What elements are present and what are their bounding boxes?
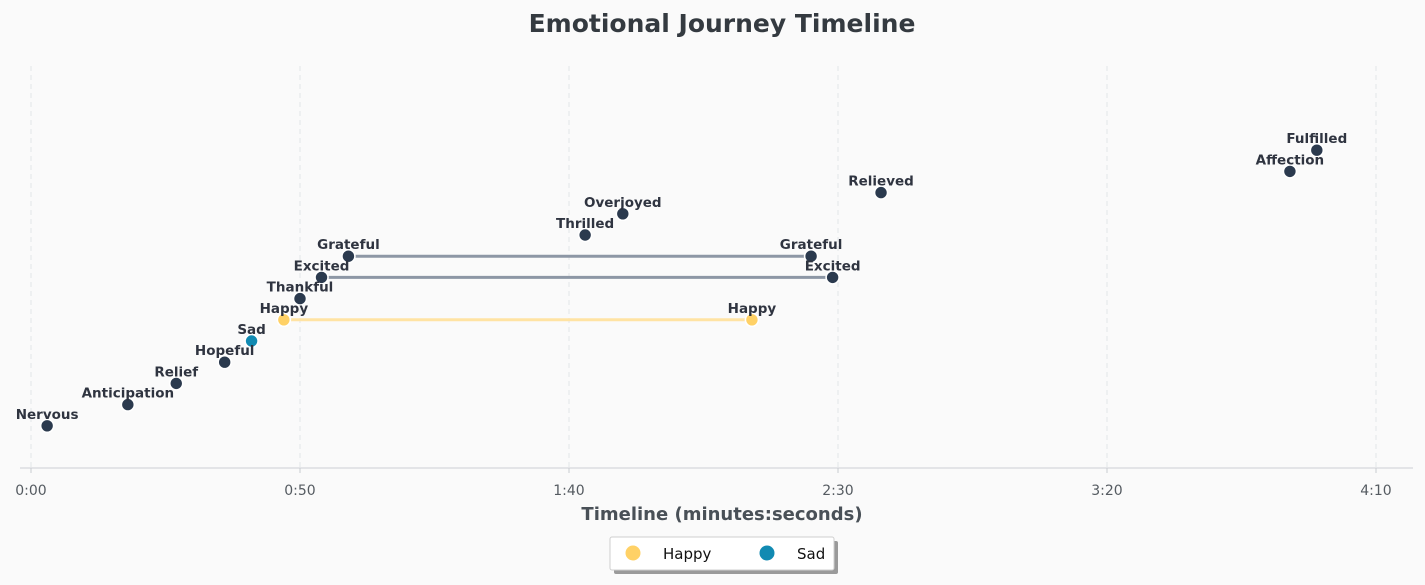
legend-marker-sad xyxy=(759,545,775,561)
data-point xyxy=(803,248,819,264)
point-label: Grateful xyxy=(780,237,843,253)
point-label: Anticipation xyxy=(82,386,175,402)
x-tick-label: 0:50 xyxy=(284,483,315,499)
point-label: Nervous xyxy=(16,407,79,423)
point-label: Thankful xyxy=(267,280,334,296)
x-tick-label: 2:30 xyxy=(822,483,853,499)
legend-label-sad: Sad xyxy=(797,545,825,563)
legend-label-happy: Happy xyxy=(663,545,712,563)
x-tick-label: 3:20 xyxy=(1091,483,1122,499)
data-point xyxy=(825,270,840,285)
data-point xyxy=(615,206,631,222)
data-point xyxy=(744,312,760,328)
data-point xyxy=(1309,142,1325,158)
x-tick-label: 1:40 xyxy=(553,483,584,499)
data-point xyxy=(292,291,308,306)
legend: Happy Sad xyxy=(609,536,838,574)
point-label: Excited xyxy=(294,258,350,274)
point-label: Happy xyxy=(260,301,309,317)
point-label: Relieved xyxy=(848,174,914,190)
grid-layer xyxy=(30,66,1377,468)
legend-box xyxy=(609,536,835,571)
data-point xyxy=(276,312,292,328)
point-label: Overjoyed xyxy=(584,195,662,211)
legend-marker-happy xyxy=(625,545,641,561)
point-label: Hopeful xyxy=(195,343,255,359)
data-point xyxy=(168,376,184,391)
data-point xyxy=(1282,164,1298,179)
point-label: Affection xyxy=(1256,152,1325,168)
data-point xyxy=(341,248,356,264)
pair-line-layer xyxy=(282,254,835,322)
data-point xyxy=(577,227,593,243)
point-label: Sad xyxy=(237,322,266,338)
point-label: Excited xyxy=(805,258,861,274)
chart-title: Emotional Journey Timeline xyxy=(529,9,916,38)
data-point xyxy=(314,270,329,285)
data-point xyxy=(244,333,259,349)
data-point xyxy=(120,397,136,412)
x-tick-label: 0:00 xyxy=(15,483,46,499)
point-label: Thrilled xyxy=(556,216,614,232)
data-point xyxy=(873,185,889,200)
point-layer xyxy=(39,142,1325,434)
x-tick-layer: 0:00 0:50 1:40 2:30 3:20 4:10 xyxy=(15,468,1392,499)
point-label: Happy xyxy=(728,301,777,317)
x-tick-label: 4:10 xyxy=(1360,483,1391,499)
point-label: Grateful xyxy=(317,237,380,253)
data-point xyxy=(217,354,232,370)
data-point xyxy=(39,418,55,434)
x-axis-label: Timeline (minutes:seconds) xyxy=(581,504,862,525)
point-label: Fulfilled xyxy=(1286,131,1347,147)
point-label: Relief xyxy=(154,364,198,380)
